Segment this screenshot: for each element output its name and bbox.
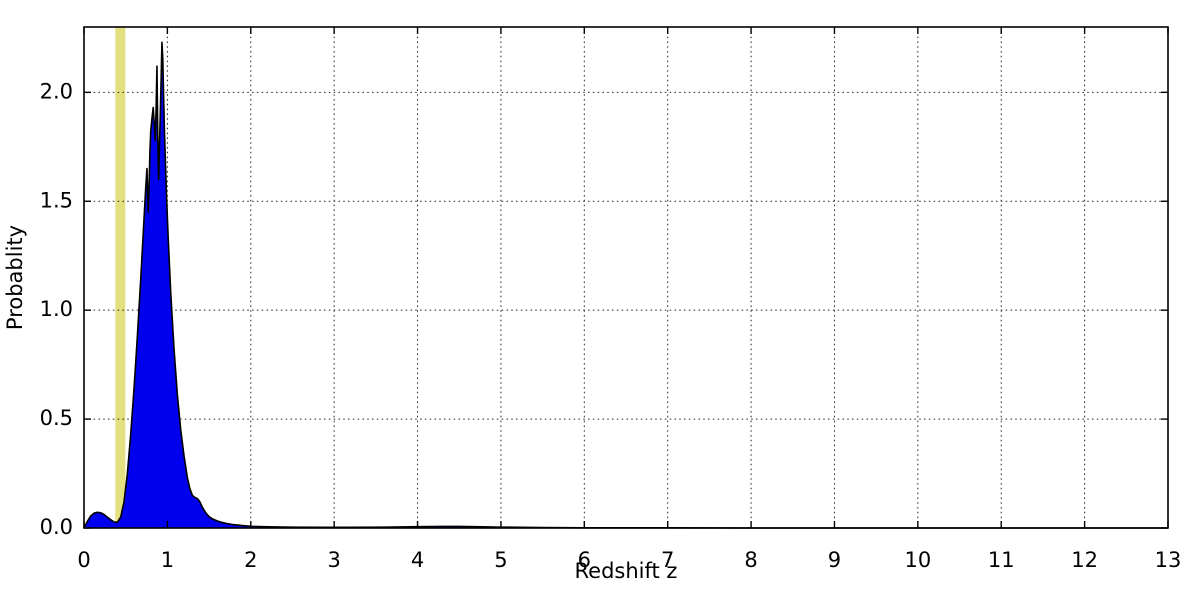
x-tick-label: 4 xyxy=(411,548,424,572)
y-tick-label: 1.5 xyxy=(40,188,73,212)
x-tick-label: 0 xyxy=(77,548,90,572)
x-tick-label: 11 xyxy=(988,548,1015,572)
pdf-outline xyxy=(83,41,1168,529)
plot-background xyxy=(84,27,1168,528)
x-tick-label: 2 xyxy=(244,548,257,572)
y-tick-label: 1.0 xyxy=(40,297,73,321)
x-tick-label: 8 xyxy=(744,548,757,572)
spectroscopic-redshift-band xyxy=(115,27,126,528)
y-tick-label: 2.0 xyxy=(40,79,73,103)
x-tick-label: 13 xyxy=(1155,548,1182,572)
y-tick-label: 0.5 xyxy=(40,406,73,430)
x-tick-label: 1 xyxy=(161,548,174,572)
x-tick-label: 10 xyxy=(904,548,931,572)
x-tick-label: 3 xyxy=(327,548,340,572)
x-tick-label: 6 xyxy=(578,548,591,572)
y-axis-title: Probablity xyxy=(3,225,27,330)
y-tick-label: 0.0 xyxy=(40,515,73,539)
x-axis-title: Redshift z xyxy=(575,559,678,583)
x-tick-label: 9 xyxy=(828,548,841,572)
x-tick-label: 7 xyxy=(661,548,674,572)
axes-frame xyxy=(83,26,1169,529)
x-tick-label: 12 xyxy=(1071,548,1098,572)
x-tick-label: 5 xyxy=(494,548,507,572)
